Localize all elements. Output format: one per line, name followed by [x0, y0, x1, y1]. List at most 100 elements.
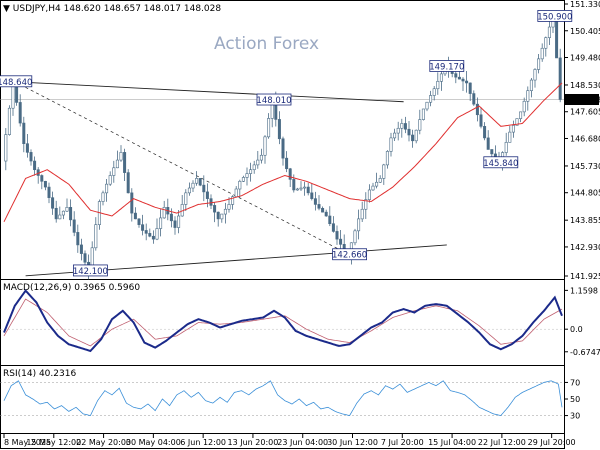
candle-body — [508, 131, 512, 143]
candle-body — [54, 207, 58, 220]
candle-body — [425, 101, 429, 110]
candle-body — [281, 138, 285, 159]
candle-body — [292, 179, 296, 191]
time-tick-label: 6 Jun 12:00 — [180, 438, 226, 447]
candle-body — [76, 232, 80, 246]
candle-body — [130, 192, 134, 214]
price-tag-box — [483, 156, 519, 169]
time-tick-label: 30 May 04:00 — [126, 438, 181, 447]
price-tag-label: 142.660 — [332, 251, 367, 261]
rsi-label: RSI(14) 40.2316 — [3, 369, 77, 379]
candle-body — [533, 69, 537, 81]
price-tick-label: 141.925 — [570, 272, 600, 281]
candle-body — [432, 88, 436, 96]
candle-body — [519, 111, 523, 119]
candle-body — [483, 126, 487, 139]
candle-body — [263, 136, 267, 156]
candle-body — [162, 207, 166, 219]
watermark: Action Forex — [214, 34, 320, 54]
candle-body — [144, 230, 148, 234]
macd-line — [3, 289, 563, 353]
candle-body — [367, 189, 371, 200]
time-tick-label: 30 Jun 12:00 — [327, 438, 378, 447]
rsi-line — [3, 380, 563, 417]
candle-body — [105, 183, 109, 194]
candle-body — [126, 172, 130, 194]
candle-body — [234, 188, 238, 198]
candle-body — [259, 154, 263, 161]
candle-body — [58, 214, 62, 220]
candle-body — [414, 129, 418, 142]
candle-body — [220, 213, 224, 220]
candle-body — [403, 123, 407, 130]
candle-body — [227, 204, 231, 210]
candle-body — [375, 181, 379, 187]
candle-body — [79, 244, 83, 254]
candle-body — [285, 157, 289, 170]
symbol-header: ▼ USDJPY,H4 148.620 148.657 148.017 148.… — [3, 4, 221, 14]
candle-body — [378, 178, 382, 183]
price-tag-box — [0, 75, 33, 88]
price-tag-box — [429, 60, 465, 72]
candle-body — [72, 219, 76, 233]
candle-body — [439, 73, 443, 82]
candle-body — [511, 125, 515, 133]
symbol-label: USDJPY,H4 — [12, 4, 61, 14]
candle-body — [43, 180, 47, 188]
candle-body — [339, 238, 343, 245]
macd-tick-label: -0.6747 — [570, 348, 600, 357]
rsi-tick-label: 50 — [570, 395, 580, 404]
price-tick-label: 149.480 — [570, 54, 600, 63]
price-tag-box — [537, 10, 573, 22]
candle-body — [173, 220, 177, 228]
candle-body — [547, 26, 551, 38]
candle-body — [209, 198, 213, 206]
symbol-dropdown-icon[interactable]: ▼ — [3, 4, 10, 14]
candle-body — [310, 192, 314, 199]
candle-body — [65, 207, 69, 212]
price-tag-box — [256, 93, 292, 106]
candle-body — [238, 180, 242, 190]
candle-body — [22, 122, 26, 144]
price-tag-label: 148.640 — [0, 78, 32, 88]
candle-body — [472, 93, 476, 105]
macd-tick-label: 1.1598 — [570, 286, 598, 295]
candle-body — [101, 192, 105, 202]
candle-body — [151, 235, 155, 240]
candle-body — [288, 168, 292, 180]
time-tick-label: 13 Jun 20:00 — [228, 438, 279, 447]
candle-body — [277, 119, 281, 140]
candle-body — [18, 102, 22, 124]
price-tick-label: 147.605 — [570, 108, 600, 117]
candle-body — [537, 58, 541, 70]
price-tag-label: 145.840 — [483, 159, 518, 169]
candle-body — [461, 78, 465, 82]
time-tick-label: 8 May 2025 — [4, 438, 51, 447]
candle-body — [241, 177, 245, 182]
candle-body — [295, 188, 299, 191]
macd-label: MACD(12,26,9) 0.3965 0.5960 — [3, 283, 141, 293]
ohlc-values: 148.620 148.657 148.017 148.028 — [63, 4, 222, 14]
moving-average-line — [3, 82, 563, 223]
candle-body — [522, 100, 526, 113]
price-tag-label: 142.100 — [73, 267, 108, 277]
price-tick-label: 144.805 — [570, 189, 600, 198]
candle-body — [83, 253, 87, 263]
candle-body — [335, 231, 339, 240]
candle-body — [407, 128, 411, 136]
candle-body — [245, 173, 249, 178]
candle-body — [195, 178, 199, 184]
candle-body — [360, 208, 364, 220]
candle-body — [540, 47, 544, 60]
candle-body — [306, 186, 310, 194]
candle-body — [112, 167, 116, 176]
plot-frame — [0, 0, 565, 449]
time-tick-label: 22 Jul 12:00 — [478, 438, 526, 447]
candle-body — [389, 137, 393, 152]
current-price-label: 148.028 — [568, 95, 600, 104]
candle-body — [303, 186, 307, 189]
candle-body — [468, 82, 472, 94]
macd-tick-label: 0.0 — [570, 325, 583, 334]
candle-body — [457, 76, 461, 80]
